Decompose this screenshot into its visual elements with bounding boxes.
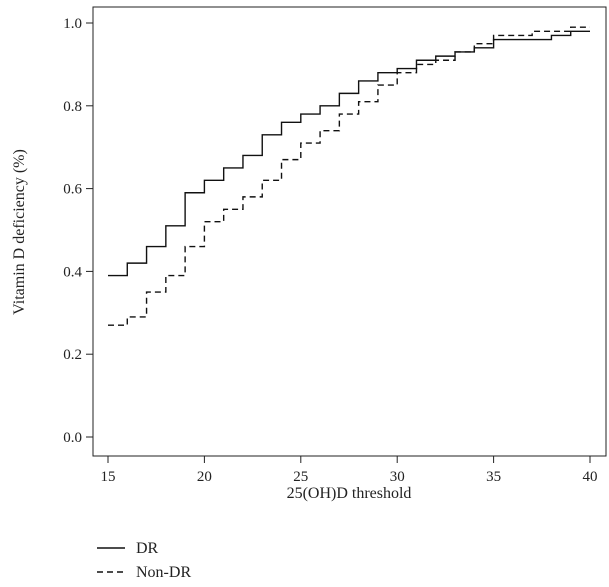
y-axis: 0.0 0.2 0.4 0.6 0.8 1.0 (63, 16, 93, 446)
y-axis-title: Vitamin D deficiency (%) (11, 149, 28, 315)
x-axis-title: 25(OH)D threshold (287, 485, 412, 502)
series-line-non-dr (108, 26, 590, 326)
x-tick-label: 15 (101, 469, 116, 485)
y-tick-label: 1.0 (63, 16, 82, 32)
y-tick-label: 0.4 (63, 264, 82, 280)
x-tick-label: 35 (486, 469, 501, 485)
y-tick-label: 0.2 (63, 347, 82, 363)
x-tick-label: 25 (293, 469, 308, 485)
x-tick-label: 30 (390, 469, 405, 485)
x-axis: 15 20 25 30 35 40 (101, 456, 598, 485)
series-line-dr (108, 30, 590, 277)
x-tick-label: 20 (197, 469, 212, 485)
x-tick-label: 40 (583, 469, 598, 485)
legend: DR Non-DR (97, 540, 191, 581)
legend-label: DR (136, 540, 159, 557)
y-tick-label: 0.8 (63, 99, 82, 115)
plot-frame (92, 6, 607, 457)
y-tick-label: 0.0 (63, 430, 82, 446)
legend-label: Non-DR (136, 564, 191, 581)
y-tick-label: 0.6 (63, 182, 82, 198)
series-layer (108, 26, 590, 326)
